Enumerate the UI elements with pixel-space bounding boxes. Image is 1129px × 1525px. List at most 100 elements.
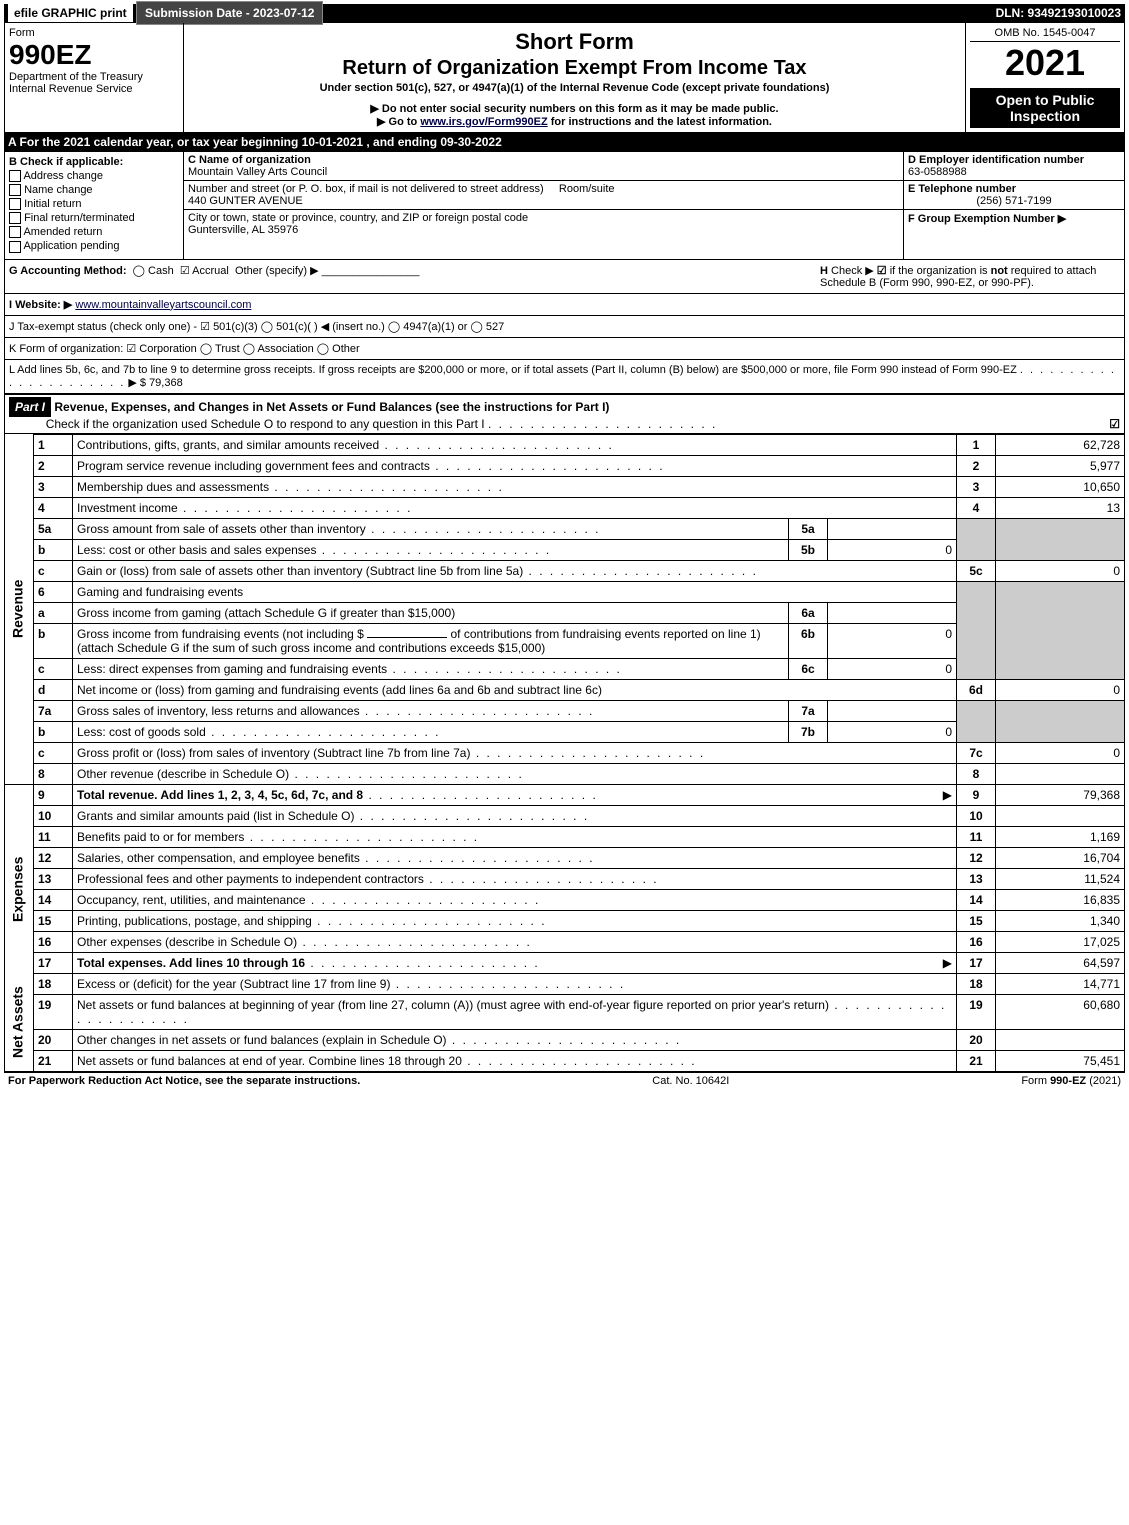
ein-value: 63-0588988 — [908, 166, 967, 178]
form-header: Form 990EZ Department of the Treasury In… — [4, 22, 1125, 133]
form-label: Form — [9, 27, 179, 39]
line-10-desc: Grants and similar amounts paid (list in… — [77, 809, 354, 823]
line-5b-desc: Less: cost or other basis and sales expe… — [77, 543, 316, 557]
line-18-desc: Excess or (deficit) for the year (Subtra… — [77, 977, 390, 991]
line-12-desc: Salaries, other compensation, and employ… — [77, 851, 360, 865]
line-6a-num: a — [34, 602, 73, 623]
line-20-rn: 20 — [957, 1029, 996, 1050]
d-label: D Employer identification number — [908, 154, 1084, 166]
phone-value: (256) 571-7199 — [908, 195, 1120, 207]
line-13-rn: 13 — [957, 868, 996, 889]
lines-table: Revenue 1 Contributions, gifts, grants, … — [4, 434, 1125, 1072]
line-3-num: 3 — [34, 476, 73, 497]
line-6-desc: Gaming and fundraising events — [73, 581, 957, 602]
line-13-val: 11,524 — [996, 868, 1125, 889]
dln: DLN: 93492193010023 — [996, 6, 1121, 20]
submission-date: Submission Date - 2023-07-12 — [136, 1, 323, 25]
line-1-num: 1 — [34, 434, 73, 455]
line-7c-val: 0 — [996, 742, 1125, 763]
line-4-val: 13 — [996, 497, 1125, 518]
omb-number: OMB No. 1545-0047 — [970, 27, 1120, 42]
line-7c-num: c — [34, 742, 73, 763]
section-b: B Check if applicable: Address change Na… — [5, 152, 184, 259]
line-5ab-rn-shaded — [957, 518, 996, 560]
c-name-label: C Name of organization — [188, 154, 311, 166]
g-other[interactable]: Other (specify) ▶ — [235, 265, 319, 277]
row-i: I Website: ▶ www.mountainvalleyartscounc… — [4, 294, 1125, 316]
line-7b-mv: 0 — [828, 721, 957, 742]
title-return: Return of Organization Exempt From Incom… — [188, 57, 961, 80]
netassets-vert-label: Net Assets — [5, 973, 34, 1071]
part1-check-text: Check if the organization used Schedule … — [46, 417, 485, 431]
section-c: C Name of organization Mountain Valley A… — [184, 152, 903, 259]
website-link[interactable]: www.mountainvalleyartscouncil.com — [75, 299, 251, 311]
line-9-val: 79,368 — [996, 784, 1125, 805]
irs-link[interactable]: www.irs.gov/Form990EZ — [420, 116, 547, 128]
line-8-num: 8 — [34, 763, 73, 784]
efile-label[interactable]: efile GRAPHIC print — [8, 4, 133, 22]
line-10-num: 10 — [34, 805, 73, 826]
line-18-num: 18 — [34, 973, 73, 994]
check-name-change[interactable]: Name change — [9, 184, 179, 196]
footer-right: Form 990-EZ (2021) — [1021, 1075, 1121, 1087]
org-city: Guntersville, AL 35976 — [188, 224, 298, 236]
line-17-val: 64,597 — [996, 952, 1125, 973]
line-5c-val: 0 — [996, 560, 1125, 581]
check-initial-return[interactable]: Initial return — [9, 198, 179, 210]
line-8-rn: 8 — [957, 763, 996, 784]
line-7c-rn: 7c — [957, 742, 996, 763]
line-6b-num: b — [34, 623, 73, 658]
line-4-num: 4 — [34, 497, 73, 518]
check-amended-return[interactable]: Amended return — [9, 226, 179, 238]
line-6b-mv: 0 — [828, 623, 957, 658]
g-cash[interactable]: Cash — [148, 265, 174, 277]
info-right: D Employer identification number 63-0588… — [903, 152, 1124, 259]
line-14-rn: 14 — [957, 889, 996, 910]
line-6c-num: c — [34, 658, 73, 679]
line-14-val: 16,835 — [996, 889, 1125, 910]
line-18-rn: 18 — [957, 973, 996, 994]
line-7a-mv — [828, 700, 957, 721]
line-20-num: 20 — [34, 1029, 73, 1050]
line-21-desc: Net assets or fund balances at end of ye… — [77, 1054, 462, 1068]
form-number: 990EZ — [9, 39, 179, 71]
line-5c-desc: Gain or (loss) from sale of assets other… — [77, 564, 523, 578]
line-5a-mv — [828, 518, 957, 539]
check-address-change[interactable]: Address change — [9, 170, 179, 182]
line-19-num: 19 — [34, 994, 73, 1029]
line-1-rn: 1 — [957, 434, 996, 455]
check-application-pending[interactable]: Application pending — [9, 240, 179, 252]
line-12-rn: 12 — [957, 847, 996, 868]
footer-left: For Paperwork Reduction Act Notice, see … — [8, 1075, 360, 1087]
line-5b-mv: 0 — [828, 539, 957, 560]
line-9-arrow: ▶ — [943, 788, 952, 802]
part1-header-row: Part I Revenue, Expenses, and Changes in… — [4, 394, 1125, 434]
check-final-return[interactable]: Final return/terminated — [9, 212, 179, 224]
line-3-val: 10,650 — [996, 476, 1125, 497]
line-17-rn: 17 — [957, 952, 996, 973]
line-7b-mn: 7b — [789, 721, 828, 742]
line-6abc-rn-shaded — [957, 581, 996, 679]
e-label: E Telephone number — [908, 183, 1016, 195]
org-address: 440 GUNTER AVENUE — [188, 195, 303, 207]
line-5a-desc: Gross amount from sale of assets other t… — [77, 522, 366, 536]
part1-checkmark: ☑ — [1109, 417, 1120, 431]
line-16-rn: 16 — [957, 931, 996, 952]
line-20-val — [996, 1029, 1125, 1050]
line-5b-num: b — [34, 539, 73, 560]
line-6b-mn: 6b — [789, 623, 828, 658]
g-accrual[interactable]: Accrual — [192, 265, 229, 277]
line-9-num: 9 — [34, 784, 73, 805]
footer-mid: Cat. No. 10642I — [652, 1075, 729, 1087]
line-6a-mv — [828, 602, 957, 623]
line-15-desc: Printing, publications, postage, and shi… — [77, 914, 312, 928]
org-name: Mountain Valley Arts Council — [188, 166, 327, 178]
subtitle-2: ▶ Do not enter social security numbers o… — [188, 102, 961, 115]
line-13-desc: Professional fees and other payments to … — [77, 872, 424, 886]
l-value: 79,368 — [149, 377, 183, 389]
page-footer: For Paperwork Reduction Act Notice, see … — [4, 1072, 1125, 1089]
c-addr-label: Number and street (or P. O. box, if mail… — [188, 183, 544, 195]
line-3-rn: 3 — [957, 476, 996, 497]
c-city-label: City or town, state or province, country… — [188, 212, 528, 224]
l-text: L Add lines 5b, 6c, and 7b to line 9 to … — [9, 364, 1017, 376]
